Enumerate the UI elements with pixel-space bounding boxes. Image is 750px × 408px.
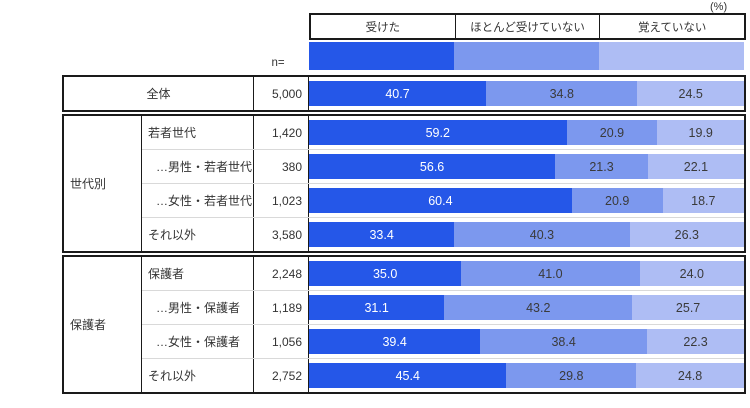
table-row: …男性・保護者 1,189 31.1 43.2 25.7 (142, 290, 744, 324)
row-label: それ以外 (142, 359, 254, 392)
bar-segment-dont-remember: 22.3 (647, 329, 744, 354)
row-bar-cell: 31.1 43.2 25.7 (309, 291, 744, 324)
bar-segment-dont-remember: 26.3 (629, 222, 745, 247)
bar-segment-dont-remember: 25.7 (632, 295, 744, 320)
bar-segment-dont-remember: 22.1 (647, 154, 744, 179)
table-row: …男性・若者世代 380 56.6 21.3 22.1 (142, 149, 744, 183)
stacked-bar: 59.2 20.9 19.9 (309, 120, 744, 145)
group-label: 保護者 (64, 257, 142, 392)
legend-header-received: 受けた (365, 21, 401, 34)
table-section: 世代別 若者世代 1,420 59.2 20.9 19.9 …男性・若者世代 380 56.6 2… (62, 114, 746, 253)
bar-segment-received: 35.0 (309, 261, 462, 286)
bar-segment-received: 31.1 (309, 295, 445, 320)
bar-segment-dont-remember: 18.7 (662, 188, 744, 213)
legend-header-hardly-received: ほとんど受けていない (454, 15, 600, 38)
row-n-value: 2,248 (254, 257, 309, 290)
row-bar-cell: 59.2 20.9 19.9 (309, 116, 744, 149)
stacked-bar: 39.4 38.4 22.3 (309, 329, 744, 354)
table-row: …女性・保護者 1,056 39.4 38.4 22.3 (142, 324, 744, 358)
bar-segment-received: 40.7 (309, 81, 487, 106)
row-n-value: 1,189 (254, 291, 309, 324)
stacked-bar: 56.6 21.3 22.1 (309, 154, 744, 179)
stacked-bar: 45.4 29.8 24.8 (309, 363, 744, 388)
table-row: …女性・若者世代 1,023 60.4 20.9 18.7 (142, 183, 744, 217)
stacked-bar: 40.7 34.8 24.5 (309, 81, 744, 106)
bar-segment-hardly-received: 20.9 (566, 120, 658, 145)
bar-segment-hardly-received: 38.4 (480, 329, 648, 354)
row-label: …女性・保護者 (142, 325, 254, 358)
legend-swatch-strip (309, 42, 744, 70)
legend-header-dont-remember: 覚えていない (599, 15, 744, 38)
table-row: それ以外 2,752 45.4 29.8 24.8 (142, 358, 744, 392)
results-table: 全体 5,000 40.7 34.8 24.5 世代別 若者世代 1,420 59.2 20.9 1… (62, 75, 746, 396)
row-n-value: 3,580 (254, 218, 309, 251)
row-bar-cell: 40.7 34.8 24.5 (309, 77, 744, 110)
legend-swatch-hardly-received (454, 42, 599, 70)
row-bar-cell: 45.4 29.8 24.8 (309, 359, 744, 392)
row-label: …男性・若者世代 (142, 150, 254, 183)
row-label: 保護者 (142, 257, 254, 290)
bar-segment-hardly-received: 41.0 (461, 261, 640, 286)
bar-segment-received: 45.4 (309, 363, 507, 388)
row-n-value: 1,023 (254, 184, 309, 217)
table-section: 全体 5,000 40.7 34.8 24.5 (62, 75, 746, 112)
bar-segment-hardly-received: 21.3 (555, 154, 648, 179)
row-label: 若者世代 (142, 116, 254, 149)
stacked-bar: 33.4 40.3 26.3 (309, 222, 745, 247)
unit-label: (%) (710, 1, 728, 13)
table-row: 全体 5,000 40.7 34.8 24.5 (64, 77, 744, 110)
row-bar-cell: 60.4 20.9 18.7 (309, 184, 744, 217)
table-row: 保護者 2,248 35.0 41.0 24.0 (142, 257, 744, 290)
stacked-bar: 35.0 41.0 24.0 (309, 261, 744, 286)
table-row: 若者世代 1,420 59.2 20.9 19.9 (142, 116, 744, 149)
bar-segment-received: 39.4 (309, 329, 481, 354)
row-n-value: 2,752 (254, 359, 309, 392)
row-bar-cell: 39.4 38.4 22.3 (309, 325, 744, 358)
table-row: それ以外 3,580 33.4 40.3 26.3 (142, 217, 745, 251)
table-section: 保護者 保護者 2,248 35.0 41.0 24.0 …男性・保護者 1,189 31.1 4… (62, 255, 746, 394)
row-n-value: 380 (254, 150, 309, 183)
row-label: …女性・若者世代 (142, 184, 254, 217)
bar-segment-dont-remember: 19.9 (657, 120, 744, 145)
legend-swatch-dont-remember (599, 42, 744, 70)
bar-segment-hardly-received: 40.3 (454, 222, 630, 247)
row-label: 全体 (64, 77, 254, 110)
row-label: …男性・保護者 (142, 291, 254, 324)
bar-segment-hardly-received: 43.2 (444, 295, 633, 320)
legend-header-row: 受けた ほとんど受けていない 覚えていない (309, 13, 746, 40)
bar-segment-dont-remember: 24.5 (637, 81, 744, 106)
bar-segment-received: 33.4 (309, 222, 455, 247)
section-rows: 若者世代 1,420 59.2 20.9 19.9 …男性・若者世代 380 56.6 21.3… (142, 116, 745, 251)
bar-segment-received: 59.2 (309, 120, 567, 145)
row-n-value: 1,420 (254, 116, 309, 149)
bar-segment-hardly-received: 34.8 (486, 81, 638, 106)
legend-swatch-received (309, 42, 454, 70)
row-label: それ以外 (142, 218, 254, 251)
row-n-value: 1,056 (254, 325, 309, 358)
bar-segment-hardly-received: 20.9 (571, 188, 663, 213)
bar-segment-dont-remember: 24.0 (639, 261, 744, 286)
row-bar-cell: 35.0 41.0 24.0 (309, 257, 744, 290)
n-equals-label: n= (271, 57, 285, 69)
stacked-bar: 60.4 20.9 18.7 (309, 188, 744, 213)
bar-segment-hardly-received: 29.8 (506, 363, 637, 388)
stacked-bar: 31.1 43.2 25.7 (309, 295, 744, 320)
row-bar-cell: 33.4 40.3 26.3 (309, 218, 745, 251)
group-label: 世代別 (64, 116, 142, 251)
bar-segment-received: 60.4 (309, 188, 572, 213)
bar-segment-dont-remember: 24.8 (636, 363, 744, 388)
row-n-value: 5,000 (254, 77, 309, 110)
section-rows: 全体 5,000 40.7 34.8 24.5 (64, 77, 744, 110)
bar-segment-received: 56.6 (309, 154, 556, 179)
row-bar-cell: 56.6 21.3 22.1 (309, 150, 744, 183)
section-rows: 保護者 2,248 35.0 41.0 24.0 …男性・保護者 1,189 31.1 43.2… (142, 257, 744, 392)
